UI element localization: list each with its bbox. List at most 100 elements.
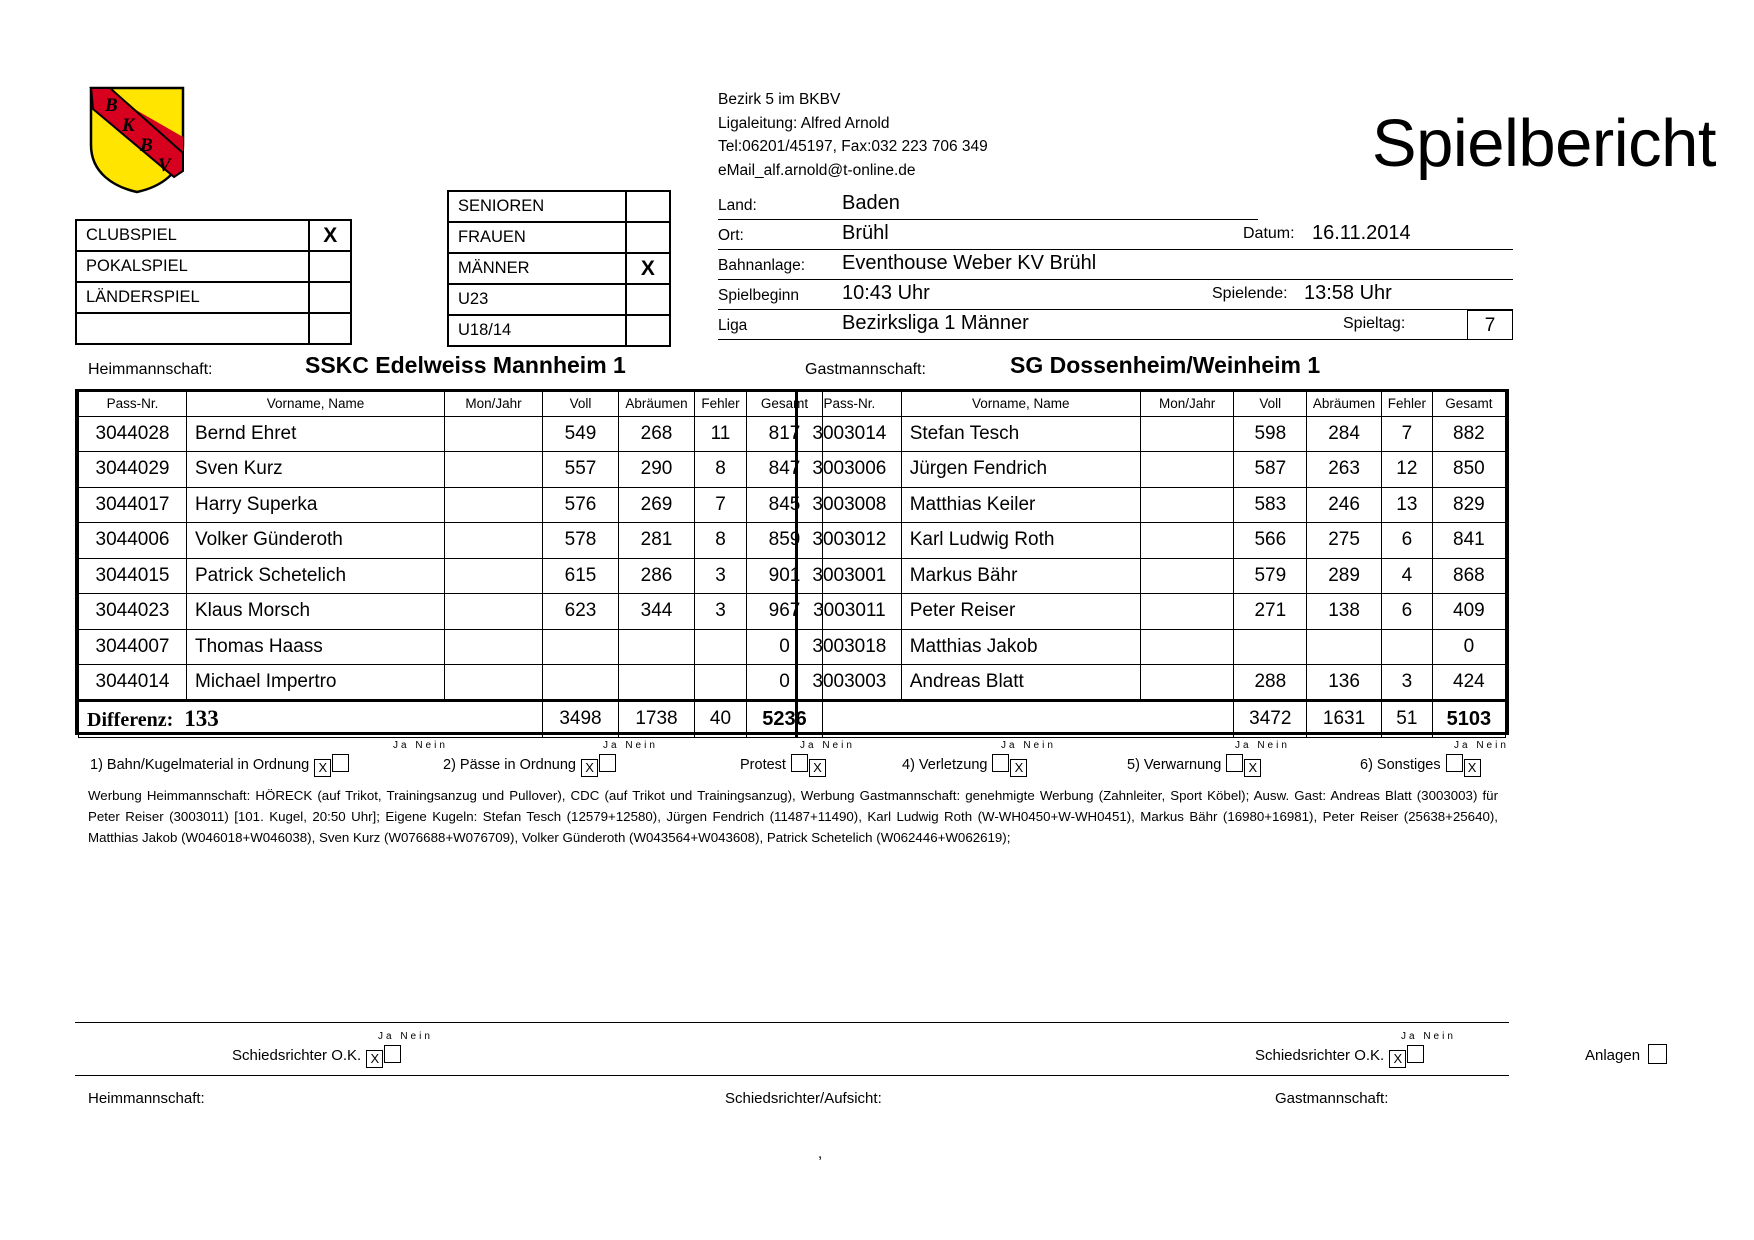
home-name-7[interactable]: Michael Impertro (186, 664, 445, 701)
guest-monjahr-6[interactable] (1139, 628, 1235, 665)
spieltyp-row-empty[interactable] (74, 312, 352, 345)
home-abraeumen-1[interactable]: 290 (618, 451, 695, 488)
home-name-6[interactable]: Thomas Haass (186, 628, 445, 665)
ort-value[interactable]: Brühl (842, 222, 889, 244)
guest-gesamt-6[interactable]: 0 (1431, 628, 1507, 665)
table-row[interactable]: 3003011 Peter Reiser 271 138 6 409 (796, 593, 1507, 630)
guest-voll-3[interactable]: 566 (1233, 522, 1308, 559)
guest-pass-2[interactable]: 3003008 (796, 486, 902, 523)
guest-monjahr-5[interactable] (1139, 593, 1235, 630)
kategorie-row-frauen[interactable]: FRAUEN (447, 221, 672, 254)
guest-voll-4[interactable]: 579 (1233, 557, 1308, 594)
table-row[interactable]: 3044015 Patrick Schetelich 615 286 3 901 (78, 557, 823, 594)
home-fehler-4[interactable]: 3 (694, 557, 747, 594)
table-row[interactable]: 3044014 Michael Impertro 0 (78, 664, 823, 701)
home-monjahr-7[interactable] (444, 664, 543, 701)
spieltyp-row-clubspiel[interactable]: CLUBSPIEL X (74, 219, 352, 252)
guest-abraeumen-6[interactable] (1306, 628, 1382, 665)
guest-name-2[interactable]: Matthias Keiler (900, 486, 1141, 523)
home-pass-1[interactable]: 3044029 (78, 451, 187, 488)
guest-abraeumen-1[interactable]: 263 (1306, 451, 1382, 488)
table-row[interactable]: 3044028 Bernd Ehret 549 268 11 817 (78, 415, 823, 452)
datum-value[interactable]: 16.11.2014 (1312, 222, 1411, 244)
guest-fehler-5[interactable]: 6 (1380, 593, 1433, 630)
home-fehler-2[interactable]: 7 (694, 486, 747, 523)
guest-pass-3[interactable]: 3003012 (796, 522, 902, 559)
home-fehler-6[interactable] (694, 628, 747, 665)
check-nein-paesse[interactable] (599, 754, 617, 772)
kategorie-row-u1814[interactable]: U18/14 (447, 314, 672, 347)
table-row[interactable]: 3044006 Volker Günderoth 578 281 8 859 (78, 522, 823, 559)
guest-pass-0[interactable]: 3003014 (796, 415, 902, 452)
table-row[interactable]: 3003008 Matthias Keiler 583 246 13 829 (796, 486, 1507, 523)
guest-gesamt-2[interactable]: 829 (1431, 486, 1507, 523)
check-ja-bahnmaterial[interactable]: X (314, 759, 332, 777)
home-monjahr-1[interactable] (444, 451, 543, 488)
home-fehler-5[interactable]: 3 (694, 593, 747, 630)
check-ja-verletzung[interactable] (992, 754, 1010, 772)
guest-name-7[interactable]: Andreas Blatt (900, 664, 1141, 701)
guest-name-0[interactable]: Stefan Tesch (900, 415, 1141, 452)
referee-ok-home-ja[interactable]: X (366, 1050, 384, 1068)
guest-gesamt-0[interactable]: 882 (1431, 415, 1507, 452)
home-abraeumen-3[interactable]: 281 (618, 522, 695, 559)
home-voll-0[interactable]: 549 (542, 415, 619, 452)
home-monjahr-3[interactable] (444, 522, 543, 559)
guest-name-1[interactable]: Jürgen Fendrich (900, 451, 1141, 488)
guest-fehler-4[interactable]: 4 (1380, 557, 1433, 594)
home-voll-7[interactable] (542, 664, 619, 701)
land-value[interactable]: Baden (842, 192, 900, 214)
spielbeginn-value[interactable]: 10:43 Uhr (842, 282, 930, 304)
guest-fehler-1[interactable]: 12 (1380, 451, 1433, 488)
guest-gesamt-1[interactable]: 850 (1431, 451, 1507, 488)
guest-gesamt-4[interactable]: 868 (1431, 557, 1507, 594)
home-voll-6[interactable] (542, 628, 619, 665)
home-name-5[interactable]: Klaus Morsch (186, 593, 445, 630)
home-voll-1[interactable]: 557 (542, 451, 619, 488)
guest-voll-5[interactable]: 271 (1233, 593, 1308, 630)
guest-pass-4[interactable]: 3003001 (796, 557, 902, 594)
home-abraeumen-7[interactable] (618, 664, 695, 701)
home-pass-3[interactable]: 3044006 (78, 522, 187, 559)
kategorie-mark-senioren[interactable] (624, 190, 672, 223)
kategorie-mark-frauen[interactable] (624, 221, 672, 254)
home-voll-4[interactable]: 615 (542, 557, 619, 594)
bahnanlage-value[interactable]: Eventhouse Weber KV Brühl (842, 252, 1097, 274)
table-row[interactable]: 3003014 Stefan Tesch 598 284 7 882 (796, 415, 1507, 452)
guest-fehler-2[interactable]: 13 (1380, 486, 1433, 523)
kategorie-mark-u23[interactable] (624, 283, 672, 316)
differenz-value[interactable]: 133 (184, 706, 219, 731)
spielende-value[interactable]: 13:58 Uhr (1304, 282, 1392, 304)
guest-fehler-0[interactable]: 7 (1380, 415, 1433, 452)
table-row[interactable]: 3003006 Jürgen Fendrich 587 263 12 850 (796, 451, 1507, 488)
check-nein-verwarnung[interactable]: X (1244, 759, 1262, 777)
table-row[interactable]: 3044007 Thomas Haass 0 (78, 628, 823, 665)
guest-name-3[interactable]: Karl Ludwig Roth (900, 522, 1141, 559)
guest-fehler-3[interactable]: 6 (1380, 522, 1433, 559)
guest-monjahr-7[interactable] (1139, 664, 1235, 701)
home-pass-2[interactable]: 3044017 (78, 486, 187, 523)
guest-abraeumen-2[interactable]: 246 (1306, 486, 1382, 523)
home-monjahr-6[interactable] (444, 628, 543, 665)
guest-fehler-7[interactable]: 3 (1380, 664, 1433, 701)
kategorie-row-senioren[interactable]: SENIOREN (447, 190, 672, 223)
check-ja-verwarnung[interactable] (1226, 754, 1244, 772)
table-row[interactable]: 3044029 Sven Kurz 557 290 8 847 (78, 451, 823, 488)
spieltag-value[interactable]: 7 (1467, 310, 1513, 340)
guest-voll-6[interactable] (1233, 628, 1308, 665)
guest-monjahr-1[interactable] (1139, 451, 1235, 488)
guest-gesamt-7[interactable]: 424 (1431, 664, 1507, 701)
guest-abraeumen-3[interactable]: 275 (1306, 522, 1382, 559)
guest-abraeumen-5[interactable]: 138 (1306, 593, 1382, 630)
guest-monjahr-2[interactable] (1139, 486, 1235, 523)
home-pass-4[interactable]: 3044015 (78, 557, 187, 594)
spieltyp-mark-pokalspiel[interactable] (308, 250, 352, 283)
kategorie-row-u23[interactable]: U23 (447, 283, 672, 316)
guest-monjahr-3[interactable] (1139, 522, 1235, 559)
home-fehler-7[interactable] (694, 664, 747, 701)
home-monjahr-2[interactable] (444, 486, 543, 523)
home-abraeumen-6[interactable] (618, 628, 695, 665)
table-row[interactable]: 3003012 Karl Ludwig Roth 566 275 6 841 (796, 522, 1507, 559)
guest-name-4[interactable]: Markus Bähr (900, 557, 1141, 594)
liga-value[interactable]: Bezirksliga 1 Männer (842, 312, 1029, 334)
